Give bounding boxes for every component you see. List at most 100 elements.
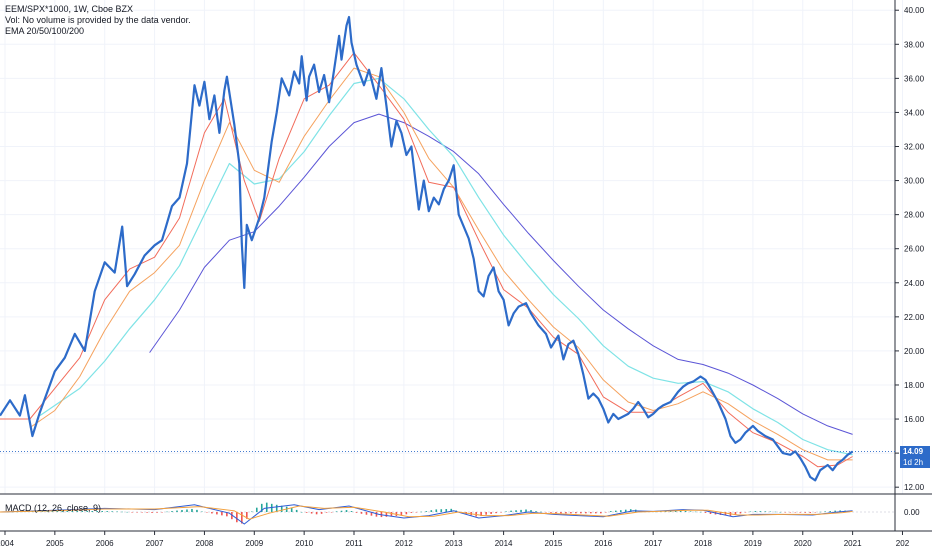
macd-histogram-bar [400,512,403,516]
macd-histogram-bar [226,512,228,517]
macd-histogram-bar [550,512,552,513]
macd-histogram-bar [171,511,173,512]
macd-histogram-bar [275,504,278,512]
symbol-title[interactable]: EEM/SPX*1000, 1W, Cboe BZX [5,4,134,14]
macd-histogram-bar [824,511,826,512]
macd-histogram-bar [829,511,831,512]
macd-histogram-bar [430,510,433,512]
macd-tick-label: 0.00 [904,508,920,517]
y-tick-label: 20.00 [904,347,925,356]
macd-histogram-bar [585,512,587,514]
x-tick-label: 2021 [844,539,862,548]
macd-histogram-bar [590,512,592,514]
macd-histogram-bar [265,502,268,512]
macd-histogram-bar [629,509,632,512]
ema200-line [149,113,853,435]
macd-histogram-bar [101,511,104,512]
macd-histogram-bar [121,511,123,513]
macd-histogram-bar [530,510,532,512]
chart-legend: EEM/SPX*1000, 1W, Cboe BZX Vol: No volum… [5,4,191,37]
macd-histogram-bar [734,512,737,516]
macd-histogram-bar [211,512,213,514]
macd-histogram-bar [250,511,253,513]
macd-histogram-bar [719,512,722,515]
ema20-line [0,52,853,468]
macd-histogram-bar [784,512,787,513]
macd-histogram-bar [106,511,109,512]
macd-histogram-bar [425,511,428,512]
macd-histogram-bar [46,511,49,512]
macd-histogram-bar [619,510,622,512]
macd-histogram-bar [66,511,69,512]
macd-histogram-bar [206,512,208,513]
x-tick-label: 2014 [495,539,513,548]
macd-histogram-bar [196,509,198,512]
macd-histogram-bar [146,512,148,513]
macd-histogram-bar [176,510,178,512]
macd-histogram-bar [839,510,841,512]
macd-histogram-bar [415,512,418,513]
signal-line [0,505,853,520]
y-tick-label: 16.00 [904,415,925,424]
y-tick-label: 24.00 [904,279,925,288]
macd-histogram-bar [794,512,797,513]
macd-histogram-bar [126,511,128,513]
y-tick-label: 38.00 [904,40,925,49]
ema-indicator-label[interactable]: EMA 20/50/100/200 [5,26,85,36]
macd-histogram-bar [161,512,163,513]
macd-histogram-bar [809,512,812,513]
macd-histogram-bar [510,510,512,512]
macd-histogram-bar [56,511,59,512]
macd-histogram-bar [86,511,89,512]
macd-histogram-bar [385,512,388,517]
macd-histogram-bar [754,511,757,512]
macd-histogram-bar [435,509,438,512]
macd-line [0,504,853,525]
macd-histogram-bar [116,511,118,513]
macd-histogram-bar [490,512,492,514]
macd-histogram-bar [704,512,707,513]
grid [0,0,903,494]
macd-histogram-bar [764,511,767,512]
macd-histogram-bar [799,512,802,513]
y-tick-label: 22.00 [904,313,925,322]
x-tick-label: 2006 [96,539,114,548]
y-tick-label: 32.00 [904,142,925,151]
macd-histogram-bar [664,511,667,512]
time-axis[interactable]: 2004 2005 2006 2007 2008 2009 2010 2011 2012 2013… [0,531,910,548]
macd-histogram-bar [520,509,522,512]
y-tick-label: 34.00 [904,108,925,117]
macd-histogram-bar [300,512,303,513]
macd-histogram-bar [560,512,562,514]
x-tick-label: 2020 [794,539,812,548]
macd-indicator-label[interactable]: MACD (12, 26, close, 9) [5,503,102,513]
ema100-line [39,77,853,456]
macd-histogram-bar [724,512,727,516]
macd-histogram-bar [246,512,248,519]
bar-countdown-badge: 1d 2h [900,456,930,468]
macd-histogram-bar [804,512,807,513]
macd-histogram-bar [500,512,502,513]
macd-histogram-bar [769,511,772,513]
macd-histogram-bar [320,512,323,514]
macd-histogram-bar [181,510,183,512]
x-tick-label: 2009 [245,539,263,548]
macd-histogram-bar [111,511,113,512]
macd-histogram-bar [96,511,99,512]
macd-histogram-bar [540,511,542,513]
macd-histogram-bar [669,511,672,512]
macd-histogram-bar [61,511,64,512]
macd-histogram-bar [535,511,537,512]
macd-histogram-bar [565,512,567,514]
macd-histogram-bar [335,511,338,512]
macd-histogram-bar [485,512,487,515]
x-tick-label: 2008 [196,539,214,548]
macd-histogram-bar [236,512,238,523]
macd-histogram-bar [595,512,597,514]
macd-histogram-bar [405,512,408,515]
macd-histogram-bar [570,512,572,514]
macd-histogram-bar [156,512,158,513]
macd-histogram-bar [600,512,602,514]
macd-histogram-bar [81,511,84,512]
